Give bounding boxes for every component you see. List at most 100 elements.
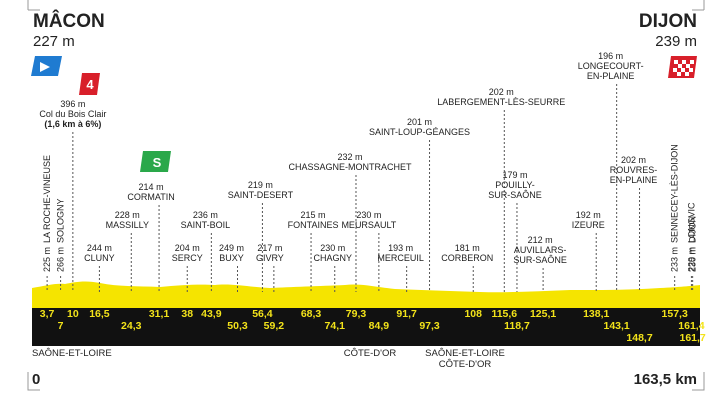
waypoint-altitude: 193 m — [388, 243, 413, 253]
waypoint-name: SAINT-DESERT — [228, 190, 294, 200]
km-label: 138,1 — [583, 308, 609, 320]
waypoint-name: SAINT-BOIL — [181, 220, 231, 230]
axis-start: 0 — [32, 371, 40, 388]
waypoint-altitude: 215 m — [301, 210, 326, 220]
km-label: 91,7 — [396, 308, 417, 320]
waypoint-altitude: 212 m — [528, 235, 553, 245]
waypoint-name: GIVRY — [256, 253, 284, 263]
waypoint-label: 230 m DIJON — [688, 216, 698, 272]
waypoint-detail: (1,6 km à 6%) — [44, 119, 101, 129]
waypoint-altitude: 181 m — [455, 243, 480, 253]
waypoint-name: LONGECOURT- — [578, 61, 644, 71]
km-label: 125,1 — [530, 308, 556, 320]
waypoint-name: SOLOGNY — [56, 198, 66, 243]
km-label: 161,7 — [680, 332, 706, 344]
km-label: 10 — [67, 308, 79, 320]
region-label: SAÔNE-ET-LOIRE — [32, 348, 112, 359]
waypoint-altitude: 229 m — [686, 247, 696, 272]
km-label: 108 — [464, 308, 482, 320]
waypoint-name: POUILLY- — [495, 180, 535, 190]
waypoint-altitude: 217 m — [257, 243, 282, 253]
waypoint-altitude: 230 m — [320, 243, 345, 253]
start-name: MÂCON — [33, 10, 105, 32]
waypoint-name: CLUNY — [84, 253, 115, 263]
waypoint-altitude: 201 m — [407, 117, 432, 127]
km-label: 56,4 — [252, 308, 273, 320]
climb-category: 4 — [86, 77, 94, 92]
corner — [27, 0, 40, 11]
waypoint-name: SUR-SAÔNE — [513, 255, 567, 265]
waypoint-name: FONTAINES — [288, 220, 339, 230]
start-arrow — [40, 62, 50, 72]
corner — [692, 0, 705, 11]
waypoint-name: Col du Bois Clair — [39, 109, 106, 119]
axis-end: 163,5 km — [634, 371, 697, 388]
km-label: 161,4 — [678, 320, 704, 332]
waypoint-name: BUXY — [219, 253, 244, 263]
sprint-icon: S — [153, 155, 162, 170]
waypoint-altitude: 249 m — [219, 243, 244, 253]
waypoint-name: SERCY — [172, 253, 203, 263]
waypoint-name: DIJON — [688, 216, 698, 243]
waypoint-name: SUR-SAÔNE — [488, 190, 542, 200]
finish-name: DIJON — [639, 11, 697, 32]
finish-flag — [668, 56, 697, 78]
km-label: 68,3 — [301, 308, 322, 320]
waypoint-altitude: 228 m — [115, 210, 140, 220]
waypoint-name: CHASSAGNE-MONTRACHET — [288, 162, 412, 172]
waypoint-altitude: 202 m — [621, 155, 646, 165]
km-label: 3,7 — [40, 308, 55, 320]
km-label: 7 — [58, 320, 64, 332]
waypoint-altitude: 219 m — [248, 180, 273, 190]
waypoint-name: LABERGEMENT-LÈS-SEURRE — [437, 97, 565, 107]
km-label: 59,2 — [264, 320, 285, 332]
waypoint-altitude: 225 m — [42, 247, 52, 272]
waypoint-name: SAINT-LOUP-GÉANGES — [369, 127, 470, 137]
waypoint-altitude: 230 m — [356, 210, 381, 220]
waypoint-name: LONGVIC — [686, 202, 696, 243]
corner — [692, 372, 705, 391]
waypoint-altitude: 233 m — [670, 247, 680, 272]
km-label: 24,3 — [121, 320, 142, 332]
waypoint-altitude: 179 m — [502, 170, 527, 180]
waypoint-altitude: 236 m — [193, 210, 218, 220]
region-label: CÔTE-D'OR — [439, 359, 492, 370]
sprint-flag — [140, 151, 171, 172]
profile — [32, 281, 700, 308]
waypoint-altitude: 204 m — [175, 243, 200, 253]
waypoint-altitude: 232 m — [337, 152, 362, 162]
km-label: 157,3 — [662, 308, 688, 320]
km-label: 118,7 — [504, 320, 530, 332]
waypoint-altitude: 396 m — [60, 99, 85, 109]
km-label: 97,3 — [419, 320, 440, 332]
waypoint-name: MEURSAULT — [341, 220, 396, 230]
km-label: 16,5 — [89, 308, 110, 320]
waypoint-name: AUVILLARS- — [514, 245, 567, 255]
waypoint-name: ROUVRES- — [610, 165, 658, 175]
waypoint-name: EN-PLAINE — [587, 71, 635, 81]
finish-altitude: 239 m — [655, 33, 697, 50]
start-altitude: 227 m — [33, 33, 75, 50]
waypoint-altitude: 214 m — [139, 182, 164, 192]
waypoint-altitude: 244 m — [87, 243, 112, 253]
waypoint-name: EN-PLAINE — [610, 175, 658, 185]
km-label: 79,3 — [346, 308, 367, 320]
waypoint-altitude: 266 m — [56, 247, 66, 272]
climb-flag — [79, 73, 100, 95]
km-label: 31,1 — [149, 308, 170, 320]
waypoint-name: MASSILLY — [106, 220, 149, 230]
region-label: SAÔNE-ET-LOIRE — [425, 348, 505, 359]
waypoint-altitude: 196 m — [598, 51, 623, 61]
corner — [27, 372, 40, 391]
waypoint-name: CORBERON — [441, 253, 493, 263]
waypoint-name: MERCEUIL — [377, 253, 424, 263]
waypoint-name: CHAGNY — [313, 253, 352, 263]
km-label: 38 — [181, 308, 193, 320]
waypoint-label: 229 m LONGVIC — [686, 202, 696, 272]
waypoint-label: 225 m LA ROCHE-VINEUSE — [42, 155, 52, 272]
waypoint-name: LA ROCHE-VINEUSE — [42, 155, 52, 243]
km-label: 50,3 — [227, 320, 248, 332]
